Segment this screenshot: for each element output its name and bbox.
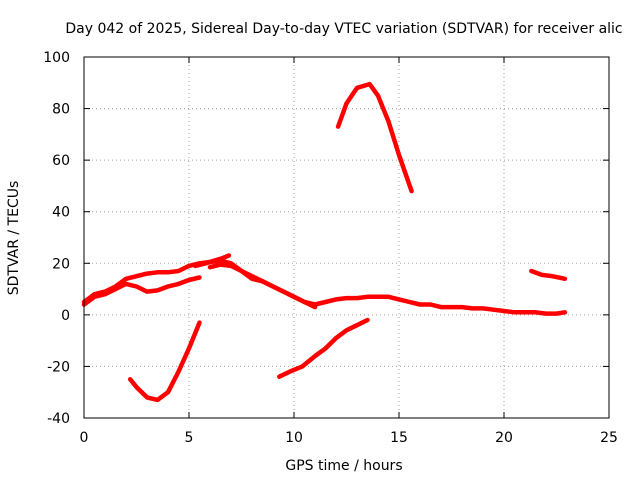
- x-tick-label: 5: [185, 430, 194, 446]
- y-tick-label: 20: [52, 256, 70, 272]
- x-tick-label: 0: [80, 430, 89, 446]
- y-tick-label: 80: [52, 102, 70, 118]
- grid-lines: [84, 57, 609, 418]
- y-tick-label: 0: [61, 308, 70, 324]
- series-line-track-f: [277, 317, 370, 379]
- y-tick-label: 60: [52, 153, 70, 169]
- series-line-track-h: [529, 268, 568, 282]
- series-line-track-a: [81, 258, 568, 316]
- series-layer: [81, 81, 568, 403]
- y-tick-label: 100: [43, 50, 70, 66]
- x-tick-label: 15: [390, 430, 408, 446]
- x-tick-label: 20: [495, 430, 513, 446]
- series-line-track-e: [193, 253, 232, 269]
- series-line-track-g: [335, 81, 414, 194]
- plot-frame: [83, 56, 610, 419]
- x-axis-label: GPS time / hours: [285, 458, 402, 474]
- series-line-track-d: [207, 262, 318, 310]
- x-tick-label: 10: [285, 430, 303, 446]
- chart-title: Day 042 of 2025, Sidereal Day-to-day VTE…: [65, 21, 622, 37]
- y-tick-label: -20: [47, 359, 70, 375]
- series-line-track-b: [81, 275, 202, 307]
- y-tick-label: -40: [47, 411, 70, 427]
- series-line-track-c: [127, 320, 202, 403]
- y-axis-label: SDTVAR / TECUs: [6, 181, 22, 296]
- y-tick-label: 40: [52, 205, 70, 221]
- axis-ticks: 0 5 10 15 20 25 -40 -20 0 20 40 60 80 100: [43, 50, 618, 446]
- x-tick-label: 25: [600, 430, 618, 446]
